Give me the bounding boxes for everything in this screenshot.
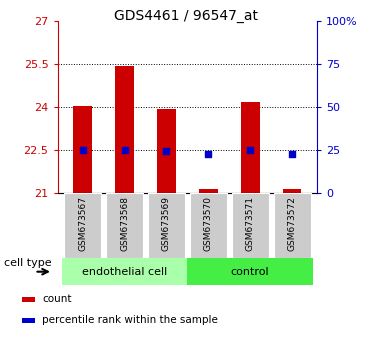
Bar	[73, 105, 92, 193]
Text: percentile rank within the sample: percentile rank within the sample	[42, 315, 218, 325]
Text: control: control	[231, 267, 269, 277]
Text: GSM673571: GSM673571	[246, 196, 255, 251]
Bar	[64, 193, 101, 258]
Point	[289, 152, 295, 157]
Bar	[283, 189, 302, 193]
Bar	[241, 102, 260, 193]
Text: GSM673570: GSM673570	[204, 196, 213, 251]
Bar	[232, 193, 269, 258]
Text: cell type: cell type	[4, 258, 51, 268]
Bar	[190, 193, 227, 258]
Text: endothelial cell: endothelial cell	[82, 267, 167, 277]
Bar	[274, 193, 311, 258]
Point	[80, 147, 86, 153]
Bar	[199, 189, 218, 193]
Bar	[157, 109, 176, 193]
Text: GDS4461 / 96547_at: GDS4461 / 96547_at	[114, 9, 257, 23]
Point	[122, 147, 128, 153]
Text: GSM673569: GSM673569	[162, 196, 171, 251]
Text: GSM673567: GSM673567	[78, 196, 87, 251]
Bar	[148, 193, 185, 258]
Text: GSM673572: GSM673572	[288, 196, 296, 251]
Bar	[106, 193, 143, 258]
Bar	[62, 258, 187, 285]
Bar	[22, 318, 35, 323]
Text: count: count	[42, 294, 72, 304]
Point	[247, 147, 253, 153]
Bar	[187, 258, 313, 285]
Text: GSM673568: GSM673568	[120, 196, 129, 251]
Point	[205, 152, 211, 157]
Bar	[22, 297, 35, 302]
Bar	[115, 67, 134, 193]
Point	[164, 148, 170, 153]
